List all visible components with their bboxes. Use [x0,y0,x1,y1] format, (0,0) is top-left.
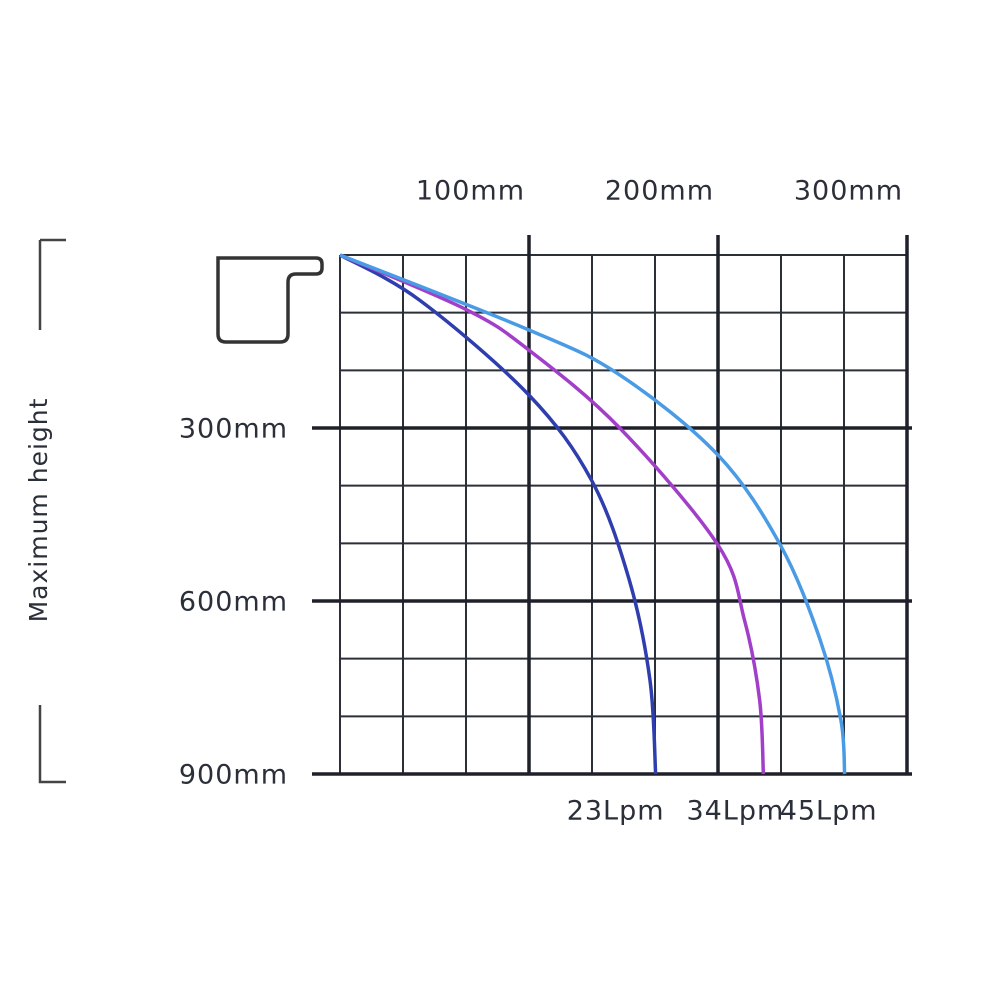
series-line [339,253,847,775]
series-label: 23Lpm [567,796,665,827]
series-label: 34Lpm [686,796,784,827]
series-line [339,253,658,775]
spout-icon [216,256,324,344]
y-tick-label: 300mm [179,414,288,445]
y-axis-label: Maximum height [24,398,53,623]
y-tick-label: 600mm [179,587,288,618]
y-tick-label: 900mm [179,760,288,791]
x-tick-label: 100mm [416,176,525,207]
x-tick-label: 300mm [794,176,903,207]
series-label: 45Lpm [780,796,878,827]
axis-bracket [38,238,66,784]
series-line [339,253,766,775]
x-tick-label: 200mm [605,176,714,207]
